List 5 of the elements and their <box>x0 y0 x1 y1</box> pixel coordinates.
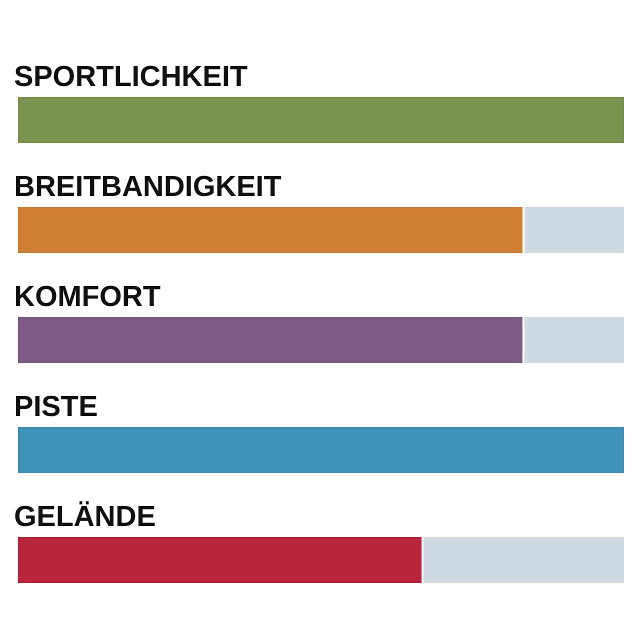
y-tick-label: SPORTLICHKEIT <box>14 60 248 93</box>
y-tick-label: BREITBANDIGKEIT <box>14 170 282 203</box>
y-tick-label: GELÄNDE <box>14 500 156 533</box>
y-tick-label: KOMFORT <box>14 280 161 313</box>
y-tick-label: PISTE <box>14 390 98 423</box>
